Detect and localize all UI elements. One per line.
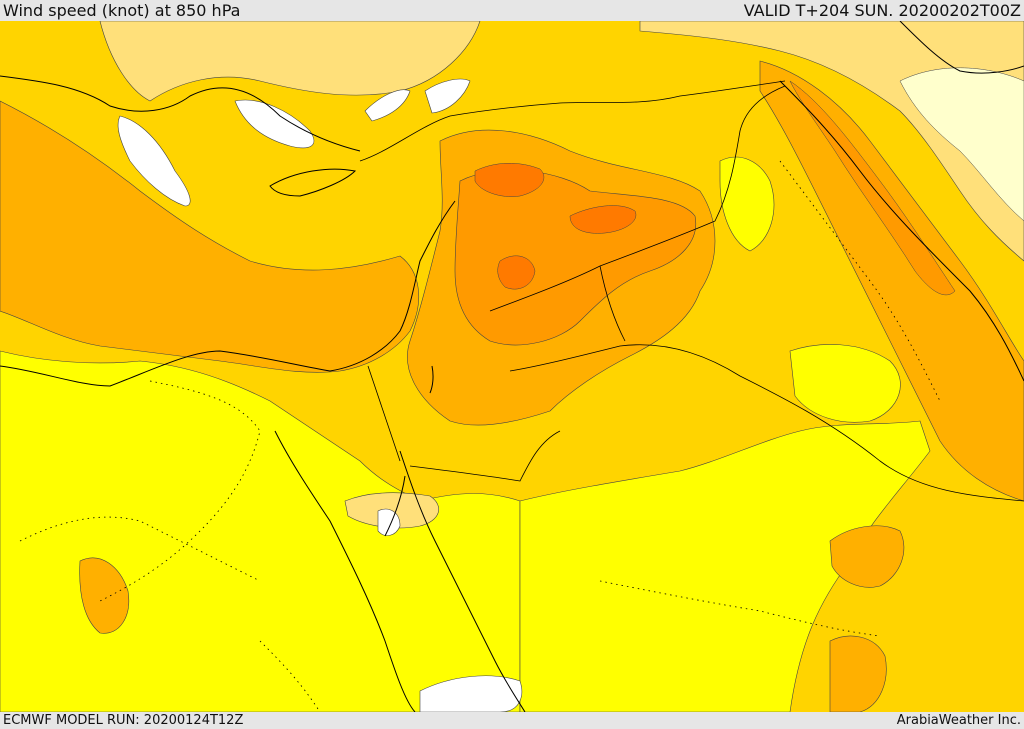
wind-band-orange-sudan xyxy=(79,557,130,634)
wind-band-orange-southeast xyxy=(829,635,887,712)
coastline-mediterranean-south xyxy=(0,200,456,387)
wind-band-orange-mediterranean xyxy=(0,100,420,373)
coastline-red-sea-west xyxy=(274,430,416,712)
footer-bar: ECMWF MODEL RUN: 20200124T12Z ArabiaWeat… xyxy=(0,712,1024,729)
wind-band-deep-orange-syria xyxy=(474,162,545,197)
coastline-persian-gulf xyxy=(779,80,1024,382)
coastline-caspian xyxy=(899,21,1024,74)
wind-band-yellow-gulf xyxy=(789,344,901,423)
dotted-region-lines xyxy=(19,160,941,712)
map-svg xyxy=(0,21,1024,712)
border-egypt-israel xyxy=(367,365,401,462)
dotted-line-egypt xyxy=(99,380,261,602)
border-syria-iraq xyxy=(489,85,786,312)
wind-band-white-cyprus-north xyxy=(234,99,315,149)
coastline-gulf-of-aqaba xyxy=(384,475,406,537)
map-title: Wind speed (knot) at 850 hPa xyxy=(3,1,241,20)
model-run: ECMWF MODEL RUN: 20200124T12Z xyxy=(3,713,244,728)
coastline-cyprus xyxy=(269,168,357,197)
wind-band-yellow-iraq xyxy=(719,156,775,252)
dotted-line-saudi-east xyxy=(779,160,941,402)
wind-band-light-turkey xyxy=(99,21,481,102)
border-turkey-syria xyxy=(359,80,786,162)
wind-band-yellow-saudi xyxy=(519,420,931,712)
wind-band-pale-iran xyxy=(899,67,1024,222)
border-jordan-saudi xyxy=(509,344,1024,502)
wind-band-deep-orange-blob xyxy=(497,255,536,290)
wind-band-white-east-turkey xyxy=(424,78,471,114)
dotted-line-saudi-south xyxy=(599,580,881,637)
credit: ArabiaWeather Inc. xyxy=(896,713,1021,728)
wind-band-yellow-egypt xyxy=(0,350,521,712)
wind-band-white-anatolia xyxy=(117,115,191,207)
valid-time: VALID T+204 SUN. 20200202T00Z xyxy=(743,1,1021,20)
title-bar: Wind speed (knot) at 850 hPa VALID T+204… xyxy=(0,0,1024,21)
wind-band-orange-iran xyxy=(759,60,1024,502)
wind-band-white-red-sea xyxy=(419,675,523,712)
wind-band-white-lake xyxy=(364,89,411,122)
coastlines xyxy=(0,21,1024,712)
coastline-turkey-south xyxy=(0,75,361,152)
political-borders xyxy=(359,80,1024,502)
coastline-dead-sea xyxy=(429,365,434,394)
wind-speed-map xyxy=(0,21,1024,712)
wind-band-deep-orange-core xyxy=(569,205,637,234)
border-jordan-iraq xyxy=(599,265,626,342)
coastline-red-sea-east xyxy=(399,450,526,712)
dotted-line-sudan xyxy=(19,516,261,582)
border-egypt-saudi xyxy=(409,430,561,482)
wind-band-dark-orange-iran-strip xyxy=(789,80,956,296)
wind-band-orange-south xyxy=(829,525,905,588)
